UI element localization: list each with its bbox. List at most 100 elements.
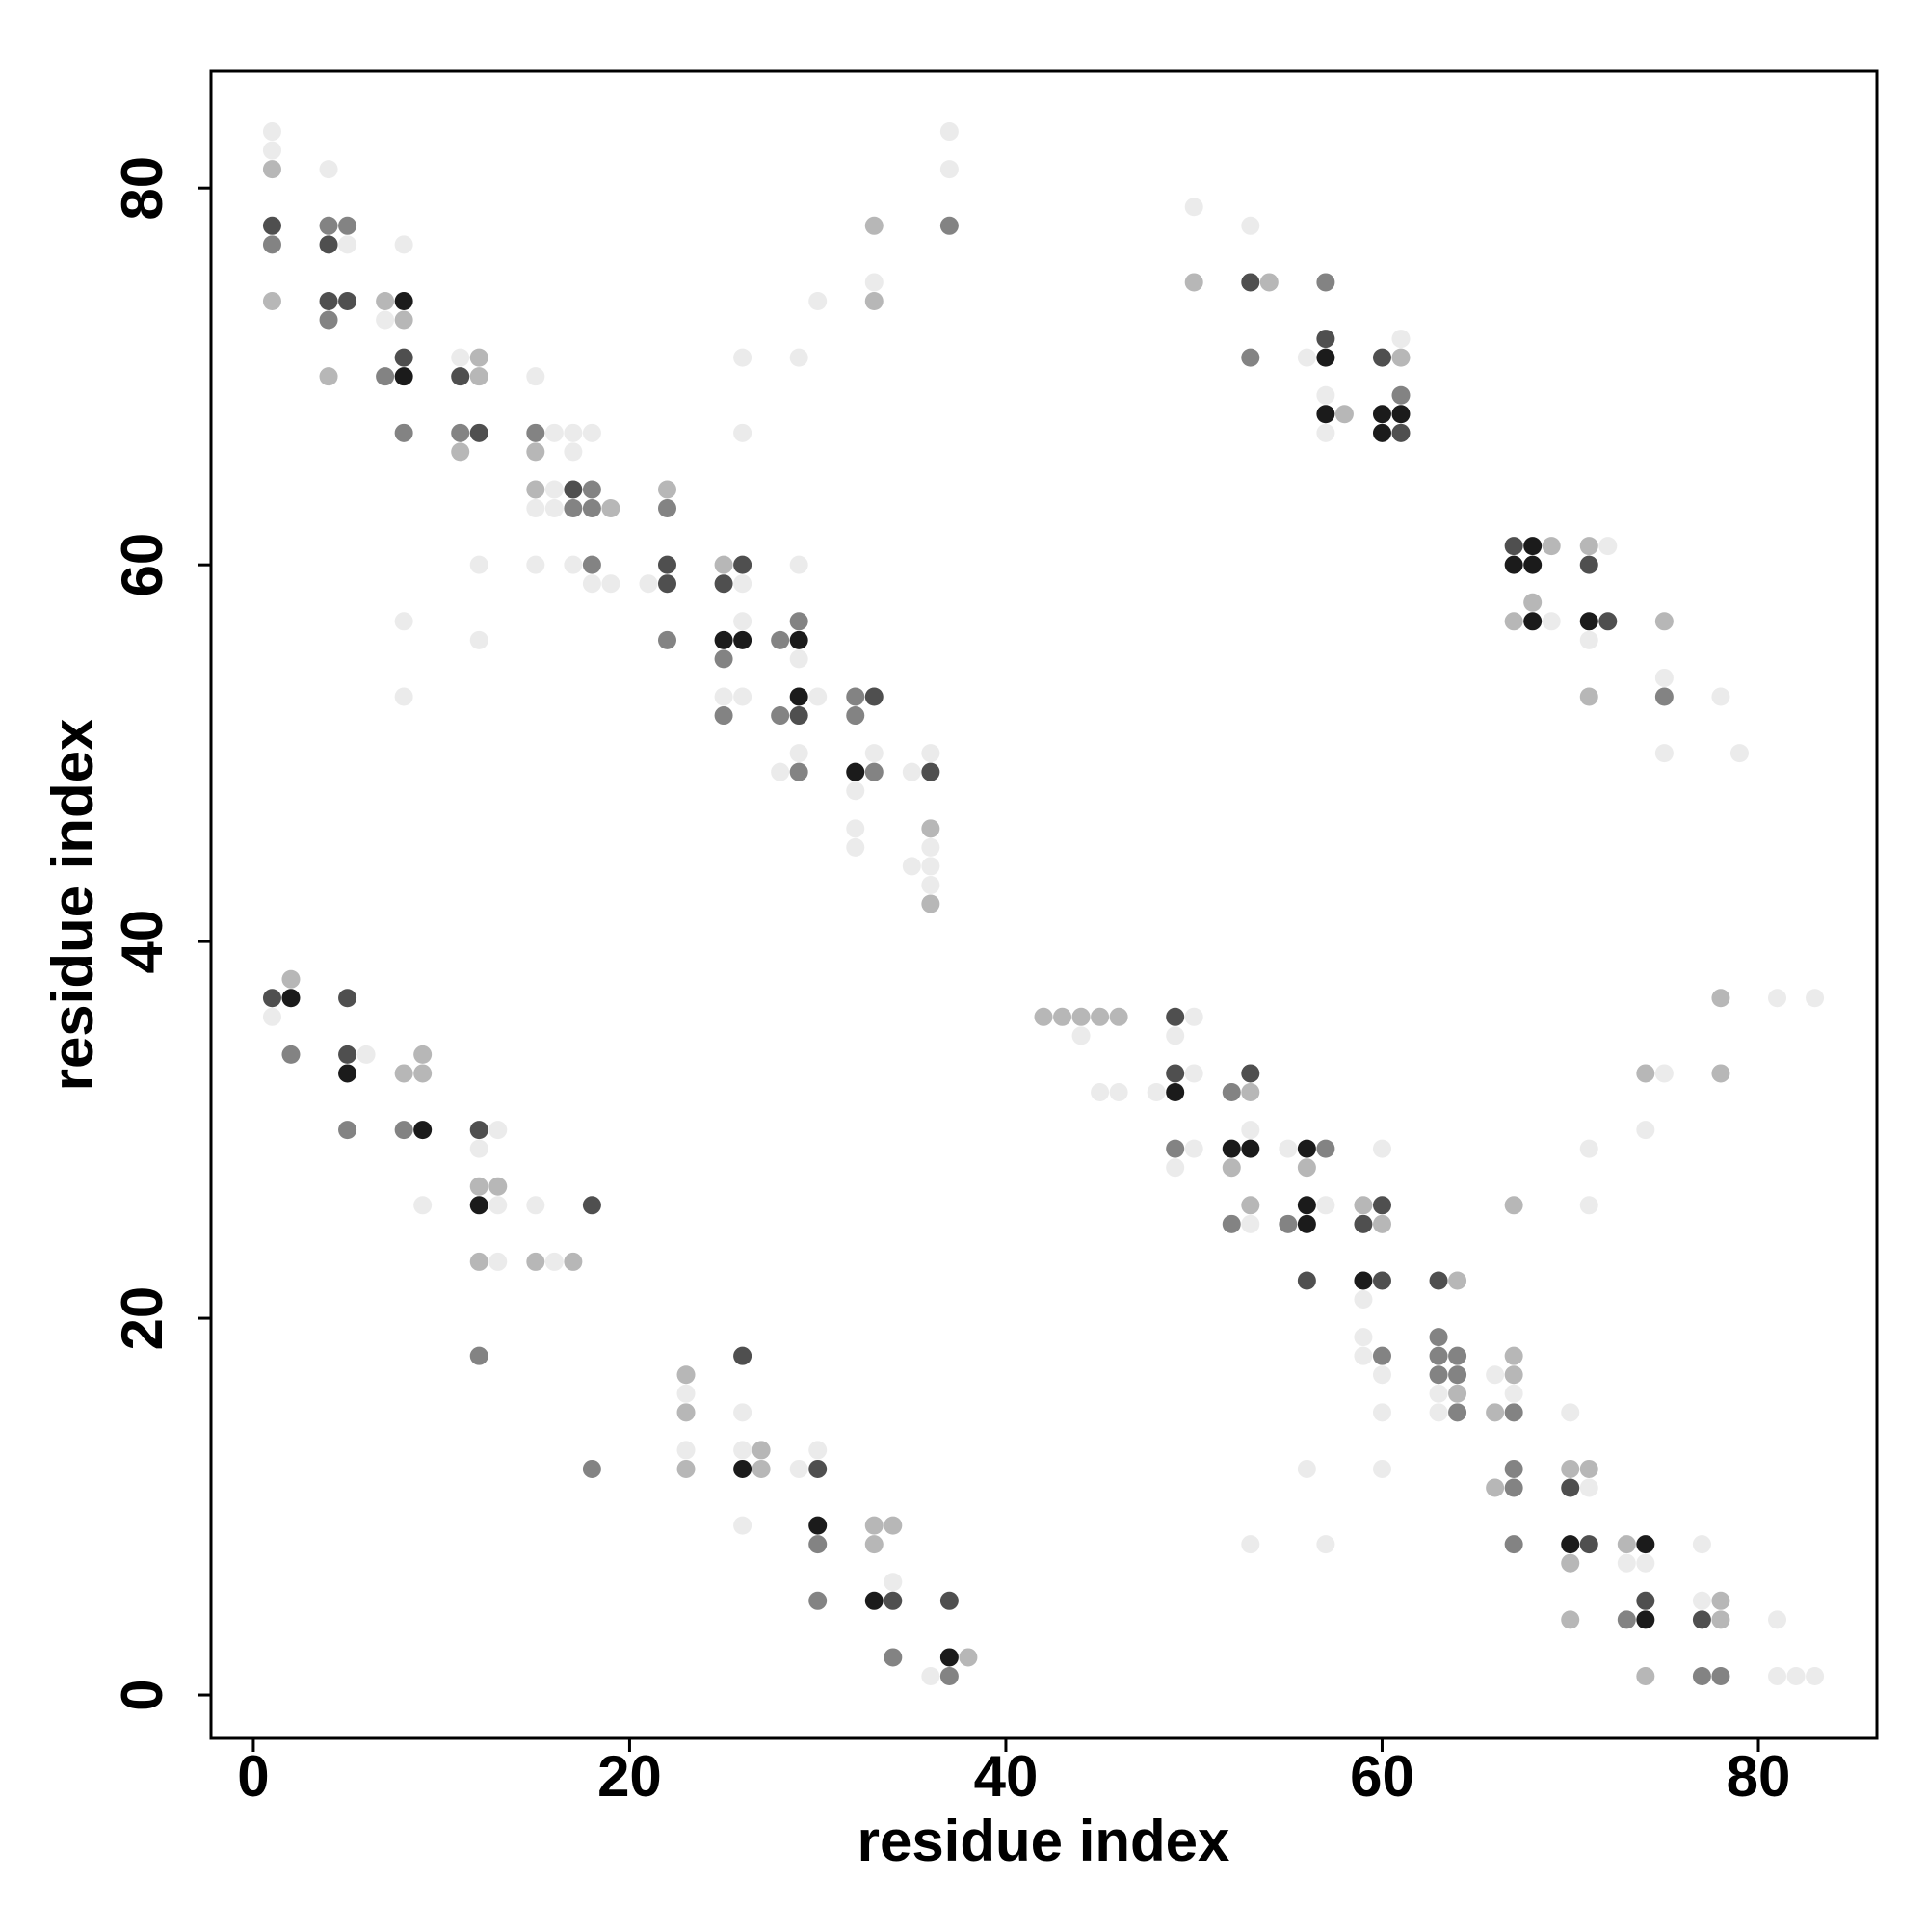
contact-point bbox=[921, 1666, 940, 1685]
y-tick-label: 0 bbox=[110, 1679, 174, 1710]
contact-point bbox=[1166, 1064, 1185, 1083]
contact-point bbox=[394, 235, 413, 254]
contact-point bbox=[413, 1045, 433, 1064]
contact-point bbox=[1486, 1403, 1505, 1422]
contact-point bbox=[1542, 612, 1561, 631]
contact-point bbox=[319, 235, 338, 254]
contact-point bbox=[526, 1196, 545, 1215]
y-tick-label: 80 bbox=[110, 156, 174, 221]
contact-point bbox=[394, 687, 413, 706]
contact-point bbox=[1806, 1666, 1825, 1685]
contact-point bbox=[1053, 1007, 1072, 1026]
contact-point bbox=[262, 235, 281, 254]
contact-point bbox=[1504, 555, 1523, 574]
contact-point bbox=[1504, 1459, 1523, 1478]
contact-point bbox=[262, 989, 281, 1008]
contact-point bbox=[789, 649, 808, 669]
contact-point bbox=[1523, 593, 1543, 612]
contact-point bbox=[394, 1064, 413, 1083]
contact-point bbox=[1654, 1064, 1674, 1083]
contact-point bbox=[808, 1591, 828, 1610]
contact-point bbox=[1372, 405, 1391, 424]
contact-point bbox=[1297, 1196, 1316, 1215]
contact-point bbox=[676, 1459, 696, 1478]
contact-point bbox=[1768, 989, 1787, 1008]
contact-point bbox=[1354, 1214, 1373, 1233]
contact-point bbox=[338, 216, 357, 235]
contact-point bbox=[959, 1648, 978, 1667]
contact-point bbox=[1222, 1214, 1241, 1233]
contact-point bbox=[1504, 1196, 1523, 1215]
contact-point bbox=[846, 819, 865, 838]
contact-point bbox=[262, 291, 281, 310]
contact-point bbox=[319, 216, 338, 235]
contact-point bbox=[808, 1441, 828, 1460]
contact-point bbox=[1486, 1365, 1505, 1385]
contact-point bbox=[413, 1196, 433, 1215]
contact-point bbox=[488, 1196, 508, 1215]
contact-point bbox=[281, 969, 301, 989]
contact-point bbox=[488, 1121, 508, 1140]
contact-point bbox=[1222, 1139, 1241, 1158]
contact-point bbox=[921, 762, 940, 781]
contact-point bbox=[733, 1346, 752, 1365]
contact-point bbox=[789, 744, 808, 763]
contact-point bbox=[1372, 1346, 1391, 1365]
contact-point bbox=[319, 367, 338, 386]
x-tick-label: 0 bbox=[237, 1744, 269, 1809]
contact-point bbox=[1372, 423, 1391, 442]
contact-point bbox=[1504, 537, 1523, 556]
contact-point bbox=[1579, 1139, 1598, 1158]
contact-point bbox=[526, 1252, 545, 1271]
contact-point bbox=[1316, 330, 1335, 349]
contact-point bbox=[733, 423, 752, 442]
contact-point bbox=[1071, 1026, 1091, 1045]
contact-point bbox=[939, 1648, 959, 1667]
contact-point bbox=[1241, 216, 1260, 235]
contact-point bbox=[884, 1573, 903, 1592]
contact-point bbox=[864, 1516, 884, 1535]
contact-point bbox=[1297, 1158, 1316, 1178]
contact-point bbox=[846, 706, 865, 726]
contact-point bbox=[1448, 1384, 1467, 1403]
contact-point bbox=[1523, 555, 1543, 574]
contact-point bbox=[1579, 537, 1598, 556]
contact-point bbox=[789, 555, 808, 574]
contact-point bbox=[469, 367, 488, 386]
contact-point bbox=[394, 291, 413, 310]
contact-point bbox=[864, 216, 884, 235]
contact-point bbox=[1316, 1139, 1335, 1158]
contact-point bbox=[864, 687, 884, 706]
contact-point bbox=[1391, 405, 1411, 424]
contact-point bbox=[601, 499, 620, 518]
x-tick-label: 80 bbox=[1727, 1744, 1791, 1809]
x-tick-label: 20 bbox=[597, 1744, 662, 1809]
contact-point bbox=[846, 837, 865, 857]
contact-point bbox=[1241, 1083, 1260, 1102]
contact-point bbox=[451, 367, 470, 386]
contact-point bbox=[376, 291, 395, 310]
contact-point bbox=[582, 1459, 601, 1478]
contact-point bbox=[1617, 1610, 1636, 1629]
contact-point bbox=[1579, 687, 1598, 706]
contact-point bbox=[1636, 1121, 1655, 1140]
contact-point bbox=[1071, 1007, 1091, 1026]
contact-point bbox=[1711, 1610, 1730, 1629]
contact-point bbox=[319, 291, 338, 310]
contact-point bbox=[1579, 1535, 1598, 1554]
contact-point bbox=[676, 1365, 696, 1385]
contact-point bbox=[1579, 1478, 1598, 1497]
contact-point bbox=[582, 499, 601, 518]
contact-point bbox=[884, 1516, 903, 1535]
contact-point bbox=[1768, 1610, 1787, 1629]
contact-point bbox=[1429, 1365, 1448, 1385]
contact-point bbox=[1166, 1026, 1185, 1045]
contact-point bbox=[544, 499, 564, 518]
contact-point bbox=[1316, 348, 1335, 367]
contact-point bbox=[733, 630, 752, 649]
contact-point bbox=[469, 1121, 488, 1140]
plot-frame bbox=[209, 69, 1879, 1740]
contact-point bbox=[1184, 198, 1203, 217]
contact-point bbox=[281, 1045, 301, 1064]
contact-point bbox=[319, 160, 338, 179]
